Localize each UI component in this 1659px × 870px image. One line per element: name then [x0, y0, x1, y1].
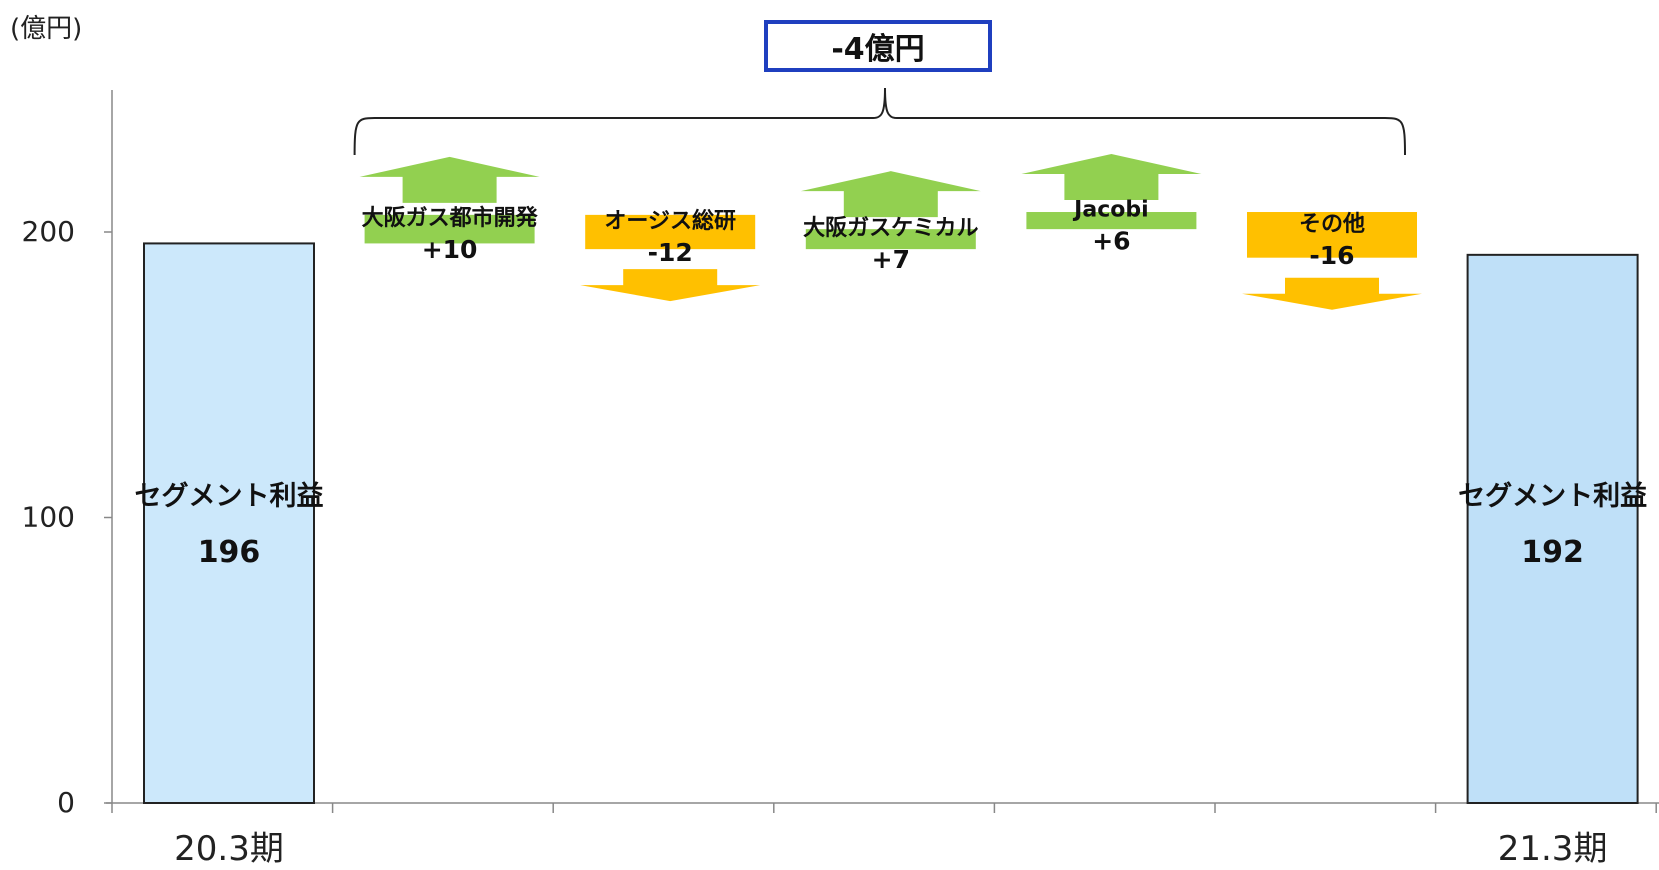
total-change-box: -4億円 [764, 20, 992, 72]
total-bar-value: 192 [1521, 535, 1584, 570]
change-bar-name: Jacobi [1072, 198, 1148, 223]
change-bar-value: +7 [872, 245, 910, 274]
total-bar-value: 196 [198, 535, 261, 570]
change-bar [585, 214, 756, 250]
total-bar [143, 242, 315, 805]
x-tick-label: 20.3期 [174, 829, 284, 869]
up-arrow-icon [800, 171, 981, 218]
change-bar [1247, 212, 1417, 258]
change-bar-name: その他 [1299, 212, 1365, 237]
change-bar [1026, 212, 1197, 230]
down-arrow-icon [580, 269, 761, 302]
unit-label: (億円) [10, 14, 83, 44]
up-arrow-icon [359, 156, 540, 203]
change-bar-name: 大阪ガスケミカル [803, 216, 978, 241]
change-bar [364, 214, 535, 244]
change-bar-value: +6 [1092, 227, 1130, 256]
total-change-brace [353, 87, 1406, 156]
change-bar-value: +10 [422, 235, 478, 264]
change-bar-name: オージス総研 [604, 208, 736, 234]
change-bar-name: 大阪ガス都市開発 [362, 205, 539, 231]
change-bar [805, 229, 976, 250]
down-arrow-icon [1242, 277, 1422, 310]
x-tick-label: 21.3期 [1498, 829, 1608, 869]
total-bar [1466, 253, 1639, 804]
total-bar-name: セグメント利益 [1458, 480, 1647, 512]
change-bar-value: -12 [648, 238, 693, 267]
y-tick-label: 200 [22, 215, 75, 248]
y-tick-label: 0 [57, 786, 75, 819]
up-arrow-icon [1021, 154, 1202, 201]
y-tick-label: 100 [22, 501, 75, 534]
total-bar-name: セグメント利益 [135, 480, 324, 512]
change-bar-value: -16 [1309, 241, 1354, 270]
